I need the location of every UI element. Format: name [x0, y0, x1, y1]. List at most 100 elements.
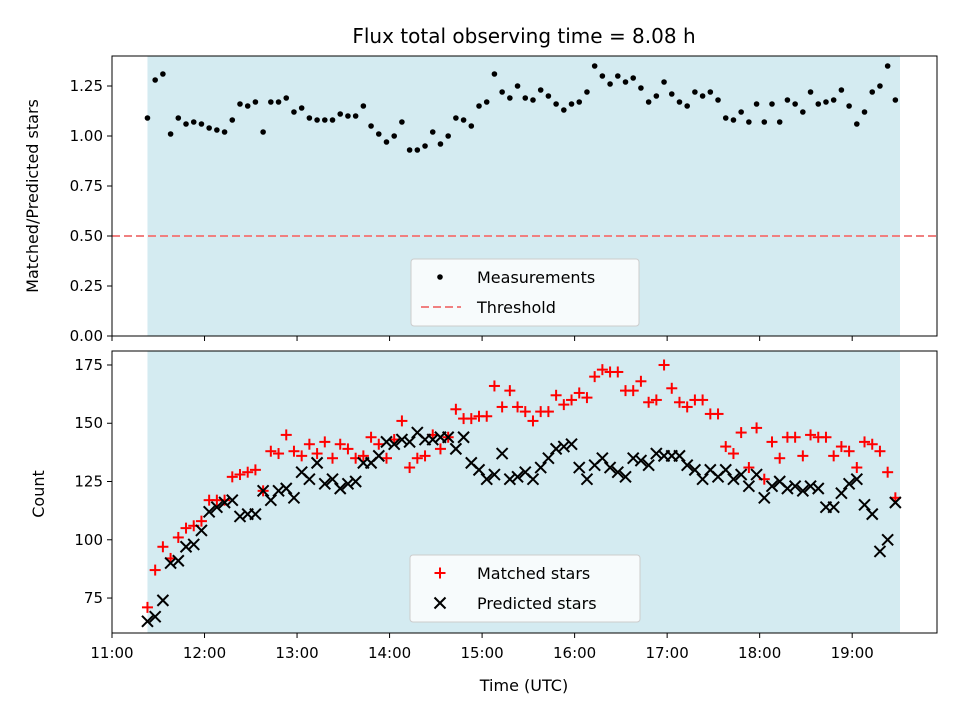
measurement-point: [152, 77, 158, 83]
cross-b: [573, 461, 586, 474]
cross-b: [380, 435, 393, 449]
matched-star-point: [866, 438, 878, 450]
measurement-point: [422, 143, 428, 149]
cross-b: [195, 524, 208, 537]
matched-star-point: [650, 394, 662, 406]
cross-b: [765, 479, 779, 493]
cross-b: [750, 468, 763, 481]
x-tick-label: 16:00: [553, 644, 596, 662]
measurement-point: [383, 139, 390, 145]
predicted-star-point: [796, 484, 810, 498]
measurement-point: [776, 119, 783, 125]
measurement-point: [399, 119, 405, 125]
x-axis-label: Time (UTC): [479, 676, 568, 695]
measurement-point: [175, 115, 182, 121]
cross-b: [210, 500, 224, 514]
matched-star-point: [280, 429, 292, 441]
predicted-star-point: [218, 496, 231, 509]
y-tick-label: 0.50: [70, 227, 103, 245]
matched-star-point: [273, 448, 285, 460]
measurement-point: [830, 97, 837, 103]
measurement-point: [445, 133, 451, 139]
cross-b: [642, 458, 655, 472]
x-tick-label: 19:00: [831, 644, 874, 662]
matched-star-point: [226, 471, 238, 483]
cross-b: [534, 461, 547, 474]
measurement-point: [414, 147, 421, 153]
matched-star-point: [627, 385, 639, 397]
measurement-point: [167, 131, 174, 137]
matched-star-point: [743, 462, 755, 474]
predicted-star-point: [341, 477, 355, 491]
matched-star-point: [635, 375, 647, 387]
matched-star-point: [242, 466, 254, 478]
predicted-star-point: [179, 540, 193, 553]
matched-star-point: [566, 394, 578, 406]
predicted-star-point: [403, 435, 416, 449]
measurement-point: [561, 107, 567, 113]
measurement-point: [275, 99, 282, 105]
predicted-star-point: [380, 435, 393, 449]
cross-b: [272, 484, 285, 498]
cross-b: [758, 491, 771, 505]
predicted-star-point: [873, 545, 887, 558]
measurement-point: [730, 117, 737, 123]
cross-b: [457, 431, 470, 444]
cross-b: [295, 465, 308, 479]
cross-b: [511, 470, 524, 484]
cross-b: [403, 435, 416, 449]
chart-title: Flux total observing time = 8.08 h: [352, 24, 695, 48]
measurement-point: [221, 129, 228, 135]
cross-b: [742, 479, 756, 493]
cross-b: [264, 493, 278, 507]
x-tick-label: 14:00: [368, 644, 411, 662]
legend: Measurements Threshold: [410, 258, 640, 327]
measurement-point: [653, 93, 660, 99]
measurement-point: [391, 133, 397, 139]
y-tick-label: 175: [74, 356, 103, 374]
matched-star-point: [496, 401, 508, 413]
predicted-star-point: [172, 554, 185, 567]
cross-b: [781, 482, 794, 495]
measurement-point: [507, 95, 513, 101]
legend-box: [410, 258, 640, 327]
cross-b: [218, 496, 231, 509]
cross-b: [719, 463, 732, 477]
measurement-point: [584, 89, 590, 95]
matched-star-point: [835, 441, 847, 453]
x-tick-label: 13:00: [275, 644, 318, 662]
matched-star-point: [727, 448, 739, 460]
predicted-star-point: [202, 505, 216, 519]
y-tick-label: 75: [84, 589, 103, 607]
cross-b: [310, 456, 324, 470]
cross-b: [889, 496, 902, 509]
matched-star-point: [265, 445, 277, 457]
predicted-star-point: [164, 556, 177, 570]
cross-b: [827, 500, 840, 514]
cross-b: [433, 596, 447, 610]
cross-b: [372, 449, 385, 463]
cross-b: [873, 545, 887, 558]
cross-b: [449, 442, 463, 456]
cross-b: [441, 431, 455, 444]
measurement-point: [614, 73, 621, 79]
predicted-star-point: [804, 479, 817, 493]
measurement-point: [252, 99, 259, 105]
x-tick-label: 12:00: [183, 644, 226, 662]
cross-b: [488, 468, 501, 481]
predicted-star-point: [603, 461, 617, 474]
measurement-point: [329, 117, 336, 123]
top-y-axis-label: Matched/Predicted stars: [23, 99, 42, 293]
matched-star-point: [149, 564, 161, 576]
legend-marker-matched: [434, 567, 446, 579]
plot-frame: [111, 350, 938, 634]
cross-b: [411, 426, 424, 439]
measurement-point: [568, 101, 575, 107]
matched-star-point: [843, 445, 855, 457]
matched-star-point: [527, 415, 539, 427]
measurement-point: [599, 73, 606, 79]
bottom-y-axis-label: Count: [29, 470, 48, 518]
predicted-star-point: [480, 472, 493, 486]
cross-b: [603, 461, 617, 474]
